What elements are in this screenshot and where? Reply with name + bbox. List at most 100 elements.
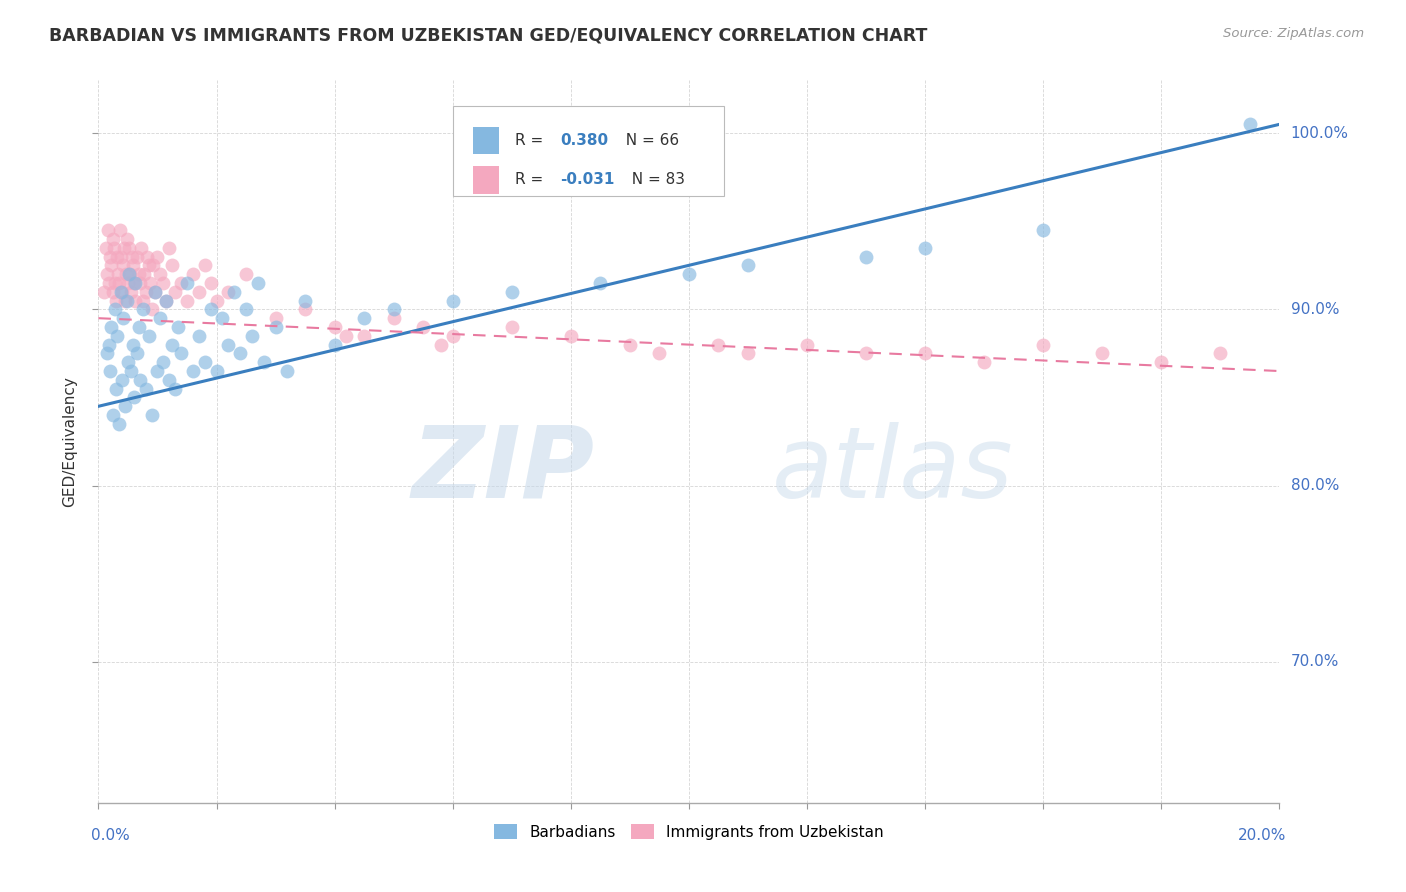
Text: 90.0%: 90.0% — [1291, 301, 1339, 317]
Point — [125, 346, 148, 360]
Point — [128, 267, 150, 281]
Point — [1091, 346, 1114, 360]
Point — [103, 241, 125, 255]
Point — [121, 258, 143, 272]
Point — [120, 267, 142, 281]
Text: 0.380: 0.380 — [560, 133, 609, 148]
Point — [100, 258, 122, 272]
Point — [142, 258, 165, 272]
Point — [211, 311, 233, 326]
Point — [146, 364, 169, 378]
Point — [124, 276, 146, 290]
Point — [855, 346, 877, 360]
Point — [110, 285, 132, 299]
Point — [194, 355, 217, 369]
Point — [124, 293, 146, 308]
Point — [176, 276, 198, 290]
Point — [560, 328, 582, 343]
Point — [162, 337, 183, 351]
Point — [112, 258, 135, 272]
Point — [98, 364, 121, 378]
Text: BARBADIAN VS IMMIGRANTS FROM UZBEKISTAN GED/EQUIVALENCY CORRELATION CHART: BARBADIAN VS IMMIGRANTS FROM UZBEKISTAN … — [49, 27, 928, 45]
Point — [110, 223, 132, 237]
Point — [138, 258, 160, 272]
Point — [129, 241, 152, 255]
Point — [412, 320, 434, 334]
Point — [796, 337, 818, 351]
Point — [97, 223, 120, 237]
Point — [1150, 355, 1173, 369]
Point — [111, 285, 134, 299]
Point — [128, 373, 150, 387]
Point — [1239, 117, 1261, 131]
Point — [152, 276, 174, 290]
Text: R =: R = — [516, 172, 548, 187]
Point — [115, 293, 138, 308]
Point — [181, 364, 204, 378]
Text: R =: R = — [516, 133, 548, 148]
Point — [224, 285, 246, 299]
FancyBboxPatch shape — [453, 105, 724, 196]
Point — [217, 285, 239, 299]
Point — [105, 250, 128, 264]
Point — [181, 267, 204, 281]
Point — [114, 293, 136, 308]
Point — [132, 293, 155, 308]
Point — [141, 302, 163, 317]
Point — [136, 250, 159, 264]
Point — [1209, 346, 1232, 360]
Point — [235, 267, 257, 281]
Point — [914, 346, 936, 360]
Point — [105, 328, 128, 343]
Point — [104, 302, 127, 317]
Point — [134, 267, 156, 281]
Point — [707, 337, 730, 351]
Point — [139, 276, 162, 290]
Point — [165, 285, 187, 299]
FancyBboxPatch shape — [472, 166, 499, 194]
Point — [115, 232, 138, 246]
Text: ZIP: ZIP — [412, 422, 595, 519]
Point — [149, 267, 172, 281]
Text: 80.0%: 80.0% — [1291, 478, 1339, 493]
Point — [98, 276, 121, 290]
Point — [96, 346, 118, 360]
Point — [96, 267, 118, 281]
Text: 0.0%: 0.0% — [91, 828, 131, 843]
Point — [170, 276, 193, 290]
Point — [120, 285, 142, 299]
Point — [105, 382, 128, 396]
Text: 70.0%: 70.0% — [1291, 655, 1339, 669]
Point — [294, 302, 316, 317]
Point — [176, 293, 198, 308]
Point — [187, 285, 209, 299]
Point — [737, 258, 759, 272]
Point — [115, 267, 138, 281]
Point — [157, 241, 180, 255]
Point — [1032, 337, 1054, 351]
Point — [294, 293, 316, 308]
Point — [229, 346, 252, 360]
Point — [441, 328, 464, 343]
Point — [108, 276, 131, 290]
Point — [187, 328, 209, 343]
Point — [157, 373, 180, 387]
Point — [98, 337, 121, 351]
Point — [1032, 223, 1054, 237]
FancyBboxPatch shape — [472, 127, 499, 154]
Point — [589, 276, 612, 290]
Point — [104, 276, 127, 290]
Point — [121, 337, 143, 351]
Point — [118, 241, 141, 255]
Point — [648, 346, 671, 360]
Legend: Barbadians, Immigrants from Uzbekistan: Barbadians, Immigrants from Uzbekistan — [488, 818, 890, 846]
Point — [276, 364, 298, 378]
Y-axis label: GED/Equivalency: GED/Equivalency — [62, 376, 77, 507]
Text: Source: ZipAtlas.com: Source: ZipAtlas.com — [1223, 27, 1364, 40]
Point — [149, 311, 172, 326]
Point — [165, 382, 187, 396]
Point — [94, 241, 117, 255]
Point — [382, 302, 405, 317]
Point — [253, 355, 276, 369]
Point — [194, 258, 217, 272]
